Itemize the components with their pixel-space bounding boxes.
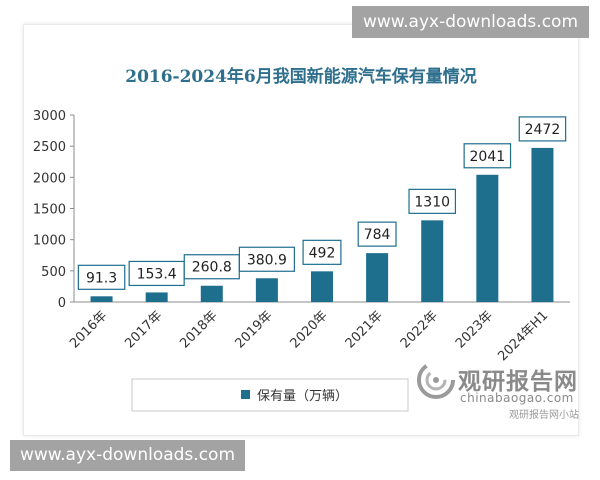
chart-title: 2016-2024年6月我国新能源汽车保有量情况 [125, 66, 477, 87]
data-label: 1310 [414, 194, 450, 210]
y-tick-label: 500 [41, 265, 66, 280]
data-label: 2472 [525, 122, 561, 138]
logo-name: 观研报告网 [458, 369, 578, 395]
data-label-box [463, 143, 512, 169]
bar [90, 296, 113, 302]
bars-group: 91.3 153.4 260.8 380.9 492 784 1310 2041 2472 [77, 116, 567, 302]
bar [255, 278, 278, 302]
logo-swirl-icon [417, 361, 455, 399]
data-label-box [518, 116, 567, 142]
data-label-box [357, 221, 397, 247]
legend-label: 保有量（万辆） [257, 389, 348, 404]
data-label: 153.4 [137, 266, 177, 282]
chart-card: 2016-2024年6月我国新能源汽车保有量情况 0 500 1000 1500 200… [23, 24, 579, 436]
y-tick-label: 0 [58, 296, 66, 311]
y-tick-label: 2000 [33, 171, 66, 186]
legend-box [131, 378, 409, 412]
data-label-box [183, 254, 240, 280]
bar [145, 292, 168, 302]
data-label-box [238, 246, 295, 272]
bar [200, 285, 223, 302]
x-tick-label: 2016年 [67, 308, 110, 351]
bar [531, 147, 554, 302]
data-label: 2041 [470, 149, 506, 165]
y-tick-label: 1500 [33, 203, 66, 218]
site-logo: 观研报告网 chinabaogao.com 观研报告网小站 [414, 358, 594, 428]
bar [311, 271, 333, 302]
x-tick-label: 2019年 [233, 308, 276, 351]
data-label: 492 [309, 245, 336, 261]
x-axis-labels: 2016年 2017年 2018年 2019年 2020年 2021年 2022年 2023年… [67, 308, 551, 364]
x-tick-label: 2023年 [453, 308, 496, 351]
data-label: 91.3 [86, 270, 117, 286]
watermark-bottom: www.ayx-downloads.com [10, 440, 245, 471]
data-label: 784 [364, 227, 391, 243]
x-tick-label: 2021年 [343, 308, 386, 351]
bar [421, 220, 444, 302]
y-tick-label: 3000 [33, 109, 66, 124]
legend-swatch [241, 390, 250, 399]
x-tick-label: 2018年 [177, 308, 220, 351]
data-label-box [128, 260, 185, 287]
data-label-box [408, 188, 457, 214]
data-label: 380.9 [247, 252, 287, 268]
bar [476, 174, 499, 302]
x-tick-label: 2024年H1 [495, 308, 551, 364]
data-label-box [77, 264, 126, 290]
x-tick-label: 2017年 [122, 308, 165, 351]
watermark-top: www.ayx-downloads.com [352, 6, 589, 38]
y-axis: 0 500 1000 1500 2000 2500 3000 [33, 109, 570, 311]
data-label: 260.8 [192, 260, 232, 276]
x-tick-label: 2022年 [398, 308, 441, 351]
bar [366, 253, 389, 302]
data-label-box [302, 239, 342, 265]
bar-chart: 2016-2024年6月我国新能源汽车保有量情况 0 500 1000 1500 200… [33, 66, 570, 412]
y-tick-label: 2500 [33, 140, 66, 155]
legend: 保有量（万辆） [131, 378, 409, 412]
logo-domain: chinabaogao.com [460, 391, 574, 405]
x-tick-label: 2020年 [288, 308, 331, 351]
logo-mini-text: 观研报告网小站 [509, 410, 579, 421]
y-tick-label: 1000 [33, 234, 66, 249]
